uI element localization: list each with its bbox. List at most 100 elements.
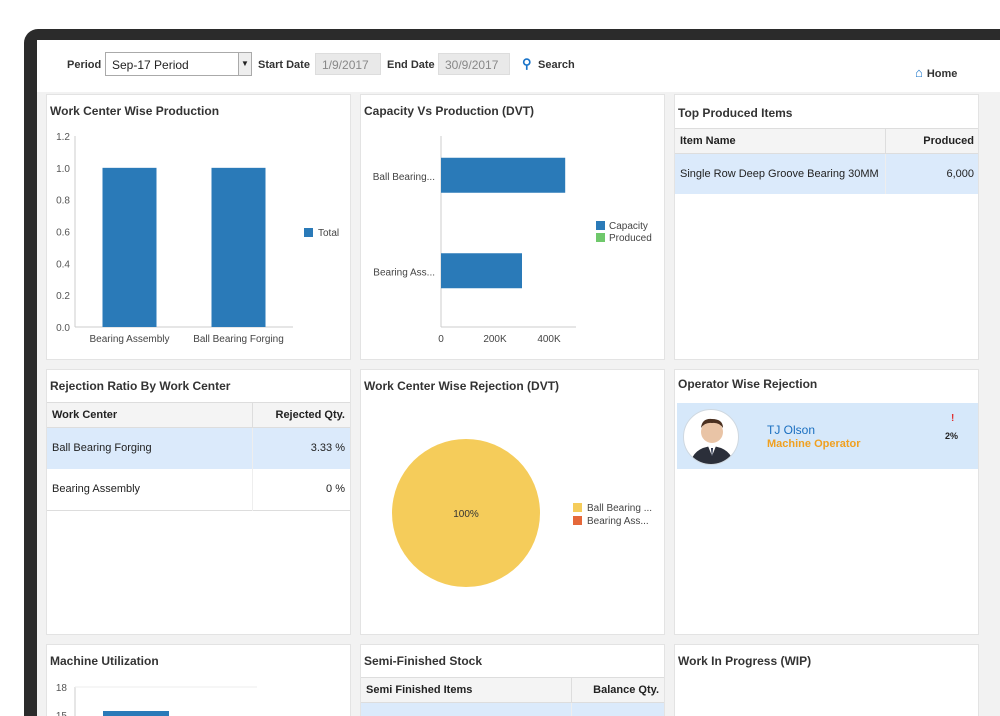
operator-role: Machine Operator	[767, 438, 861, 450]
legend-label: Capacity	[609, 221, 648, 232]
panel-title: Machine Utilization	[50, 654, 159, 668]
cell-work-center: Ball Bearing Forging	[47, 427, 253, 469]
column-header-item-name[interactable]: Item Name	[675, 128, 886, 154]
table-header-row: Item Name Produced	[675, 128, 978, 154]
y-tick-label: 0.2	[56, 291, 70, 302]
search-button[interactable]: ⚲ Search	[522, 56, 575, 72]
cell-item-name: Single Row Deep Groove Bearing 30MM	[675, 153, 886, 194]
capacity-production-chart: 0 200K 400K Ball Bearing... Bearing Ass... Ca…	[373, 136, 652, 345]
cell-balance	[571, 702, 664, 716]
legend-swatch	[573, 503, 582, 512]
avatar	[683, 409, 739, 465]
cell-item	[361, 702, 572, 716]
x-tick-label: 0	[438, 334, 444, 345]
y-tick-label: 1.2	[56, 132, 70, 143]
search-button-label: Search	[538, 59, 575, 71]
list-item[interactable]: TJ Olson Machine Operator ! 2%	[677, 403, 978, 469]
table-header-row: Semi Finished Items Balance Qty.	[361, 677, 664, 703]
start-date-field[interactable]: 1/9/2017	[315, 53, 381, 75]
x-tick-label: 200K	[483, 334, 507, 345]
y-tick-label: 18	[56, 683, 68, 694]
panel-machine-utilization: Machine Utilization 1815	[46, 644, 351, 716]
table-row[interactable]: Ball Bearing Forging 3.33 %	[47, 427, 350, 469]
panel-title: Operator Wise Rejection	[678, 377, 818, 391]
bar	[102, 167, 157, 327]
panel-rejection-ratio: Rejection Ratio By Work Center Work Cent…	[46, 369, 351, 635]
machine-utilization-chart: 1815	[56, 683, 257, 716]
panel-title: Semi-Finished Stock	[364, 654, 483, 668]
end-date-field[interactable]: 30/9/2017	[438, 53, 510, 75]
cell-produced: 6,000	[885, 153, 978, 194]
cell-rejected-qty: 3.33 %	[252, 427, 350, 469]
column-header-work-center[interactable]: Work Center	[47, 402, 253, 428]
x-tick-label: Ball Bearing Forging	[193, 334, 284, 345]
x-tick-label: Bearing Assembly	[89, 334, 169, 345]
alert-icon: !	[951, 413, 955, 424]
x-tick-label: 400K	[537, 334, 561, 345]
search-icon: ⚲	[522, 56, 532, 71]
period-label: Period	[67, 59, 102, 71]
pie-slice-label: 100%	[453, 509, 479, 520]
chevron-down-icon[interactable]: ▼	[238, 53, 251, 75]
end-date-label: End Date	[387, 59, 435, 71]
bar-capacity	[441, 253, 522, 289]
y-tick-label: 15	[56, 711, 68, 716]
y-tick-label: Bearing Ass...	[373, 267, 435, 278]
table-header-row: Work Center Rejected Qty.	[47, 402, 350, 428]
legend-label: Produced	[609, 233, 652, 244]
panel-operator-rejection: Operator Wise Rejection TJ Olson Machine…	[674, 369, 979, 635]
y-tick-label: 0.4	[56, 259, 70, 270]
panel-title: Work Center Wise Production	[50, 104, 220, 118]
y-tick-label: 0.8	[56, 196, 70, 207]
panel-work-in-progress: Work In Progress (WIP)	[674, 644, 979, 716]
rejection-percent: 2%	[945, 431, 959, 441]
legend-label: Bearing Ass...	[587, 516, 649, 527]
y-tick-label: 0.0	[56, 323, 70, 334]
cell-work-center: Bearing Assembly	[47, 468, 253, 511]
column-header-balance-qty[interactable]: Balance Qty.	[571, 677, 664, 703]
column-header-semi-finished-items[interactable]: Semi Finished Items	[361, 677, 572, 703]
panel-title: Rejection Ratio By Work Center	[50, 379, 231, 393]
semi-finished-table: Semi Finished Items Balance Qty.	[361, 677, 664, 716]
rejection-ratio-table: Work Center Rejected Qty. Ball Bearing F…	[47, 402, 350, 511]
bar-capacity	[441, 157, 566, 193]
home-button[interactable]: ⌂ Home	[915, 65, 957, 80]
column-header-rejected-qty[interactable]: Rejected Qty.	[252, 402, 350, 428]
column-header-produced[interactable]: Produced	[885, 128, 978, 154]
table-row[interactable]: Single Row Deep Groove Bearing 30MM 6,00…	[675, 153, 978, 194]
period-select-value: Sep-17 Period	[112, 58, 189, 72]
operator-name[interactable]: TJ Olson	[767, 423, 816, 437]
table-row[interactable]	[361, 702, 664, 716]
bar	[103, 711, 169, 716]
y-tick-label: 1.0	[56, 164, 70, 175]
panel-top-produced-items: Top Produced Items Item Name Produced Si…	[674, 94, 979, 360]
period-select[interactable]: Sep-17 Period ▼	[105, 52, 252, 76]
panel-title: Top Produced Items	[678, 106, 793, 120]
filter-toolbar: Period Sep-17 Period ▼ Start Date 1/9/20…	[37, 40, 1000, 92]
legend-swatch	[573, 516, 582, 525]
cell-rejected-qty: 0 %	[326, 483, 345, 496]
y-tick-label: 0.6	[56, 228, 70, 239]
legend-swatch	[304, 228, 313, 237]
legend-swatch	[596, 233, 605, 242]
panel-title: Capacity Vs Production (DVT)	[364, 104, 535, 118]
pie-slice	[392, 439, 540, 587]
home-icon: ⌂	[915, 65, 923, 80]
panel-work-center-production: Work Center Wise Production 0.0 0.2 0.4 0.6…	[46, 94, 351, 360]
y-tick-label: Ball Bearing...	[373, 172, 435, 183]
start-date-label: Start Date	[258, 59, 310, 71]
panel-capacity-vs-production: Capacity Vs Production (DVT) 0 200K 400K Ba…	[360, 94, 665, 360]
panel-title: Work In Progress (WIP)	[678, 654, 812, 668]
home-button-label: Home	[926, 68, 958, 80]
dashboard-screen: Period Sep-17 Period ▼ Start Date 1/9/20…	[37, 40, 1000, 716]
legend-label: Ball Bearing ...	[587, 503, 652, 514]
panel-title: Work Center Wise Rejection (DVT)	[364, 379, 560, 393]
panel-semi-finished-stock: Semi-Finished Stock Semi Finished Items …	[360, 644, 665, 716]
work-center-rejection-chart: 100% Ball Bearing ... Bearing Ass...	[392, 439, 652, 587]
work-center-production-chart: 0.0 0.2 0.4 0.6 0.8 1.0 1.2 Bearing Assembly Bal…	[56, 132, 339, 345]
panel-work-center-rejection: Work Center Wise Rejection (DVT) 100% Bal…	[360, 369, 665, 635]
bar	[211, 167, 266, 327]
legend-label: Total	[318, 228, 339, 239]
top-items-table: Item Name Produced Single Row Deep Groov…	[675, 128, 978, 194]
table-row[interactable]: Bearing Assembly 0 %	[47, 468, 350, 511]
